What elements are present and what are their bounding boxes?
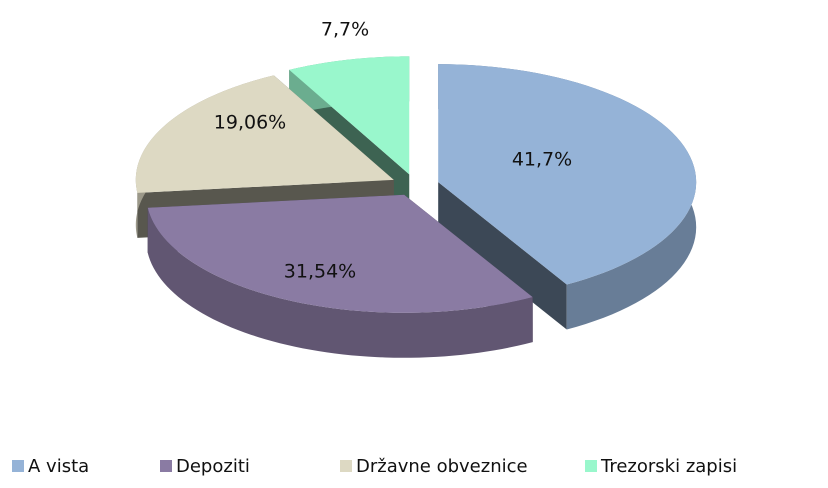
legend-swatch [12,460,24,472]
pie-slice [438,64,697,330]
data-label: 31,54% [284,261,356,283]
data-label: 7,7% [321,19,369,41]
slice-top [135,75,394,193]
legend-label: Državne obveznice [356,456,528,477]
slice-wall [438,182,567,330]
legend-label: A vista [28,456,89,477]
legend-label: Depoziti [176,456,250,477]
legend-swatch [340,460,352,472]
slice-top [147,194,533,313]
pie-slice [147,194,533,358]
slice-top [438,64,697,285]
legend-label: Trezorski zapisi [600,456,737,477]
data-label: 41,7% [512,149,572,171]
slice-top [289,56,410,175]
legend-swatch [585,460,597,472]
legend-swatch [160,460,172,472]
data-label: 19,06% [214,112,286,134]
slice-side [147,207,533,358]
